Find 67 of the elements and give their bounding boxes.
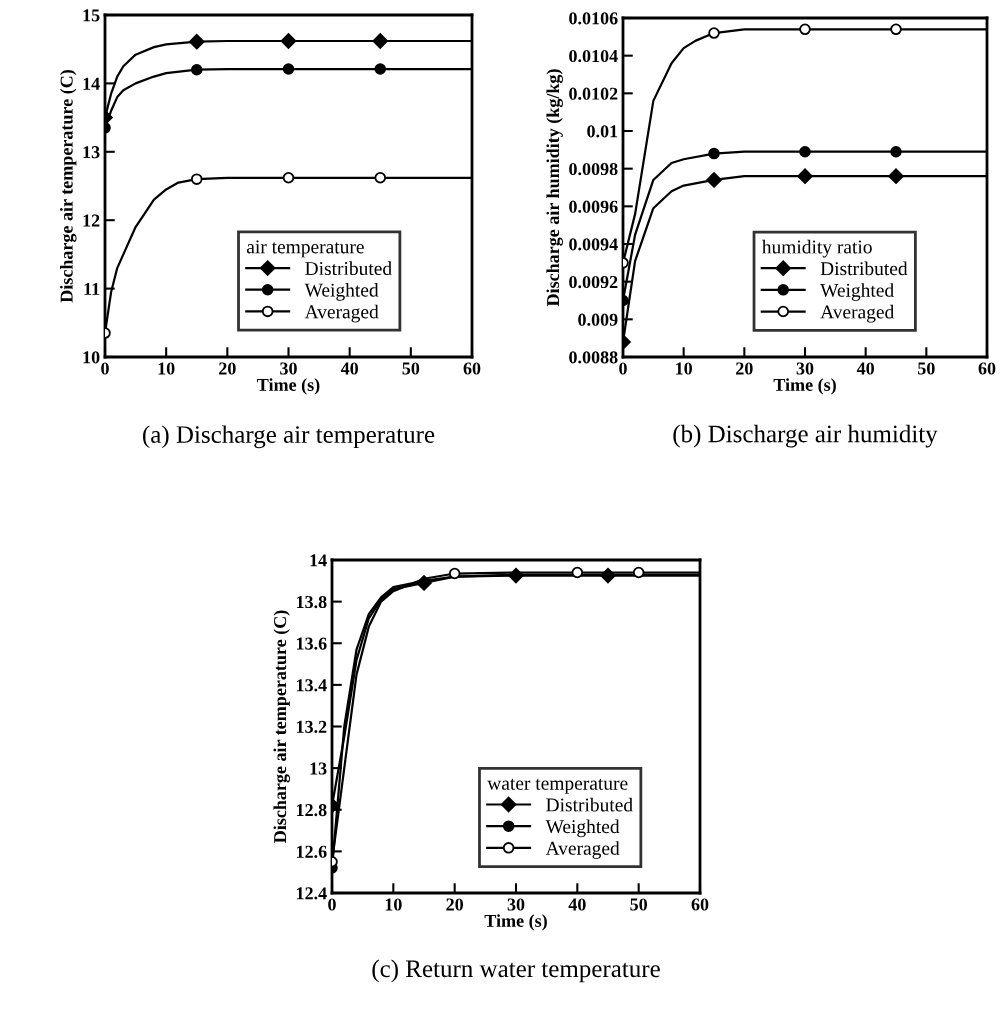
y-tick-label: 13.6	[296, 637, 327, 650]
y-axis-title: Discharge air humidity (kg/kg)	[546, 69, 563, 307]
text: (b) Discharge air humidity	[673, 424, 938, 448]
y-tick-label: 13	[310, 762, 327, 775]
x-tick-label: 30	[507, 898, 525, 911]
y-tick-label: 0.0102	[569, 87, 618, 100]
legend-label: Averaged	[820, 304, 895, 323]
y-tick-label: 0.0094	[569, 238, 618, 251]
y-tick-label: 14	[310, 554, 327, 567]
x-tick-label: 30	[796, 362, 814, 375]
x-tick-label: 50	[630, 898, 648, 911]
y-tick-label: 12.4	[296, 887, 327, 900]
y-axis-title: Discharge air temperature (C)	[273, 610, 290, 843]
y-tick-label: 0.0088	[569, 351, 618, 364]
x-tick-label: 20	[736, 362, 753, 375]
y-tick-label: 11	[84, 282, 100, 295]
y-tick-label: 13.8	[296, 595, 327, 609]
legend-label: Weighted	[820, 283, 894, 301]
x-tick-label: 40	[340, 362, 359, 375]
y-tick-label: 12.6	[296, 845, 327, 858]
x-tick-label: 60	[691, 898, 709, 911]
y-tick-label: 14	[83, 77, 100, 90]
text: (a) Discharge air temperature	[143, 425, 435, 449]
legend-title: air temperature	[246, 240, 364, 258]
x-tick-label: 50	[402, 362, 420, 375]
legend-label: Averaged	[545, 841, 620, 859]
x-axis-title: Time (s)	[773, 378, 836, 395]
x-tick-label: 40	[568, 898, 586, 911]
y-tick-label: 0.01	[587, 125, 618, 138]
y-tick-label: 12	[83, 214, 100, 227]
x-tick-label: 10	[158, 362, 175, 375]
x-tick-label: 10	[385, 898, 402, 911]
x-tick-label: 0	[619, 362, 627, 375]
text: (c) Return water temperature	[372, 959, 660, 983]
x-tick-label: 10	[676, 362, 693, 375]
y-tick-label: 12.8	[296, 804, 327, 817]
legend-title: water temperature	[487, 778, 628, 794]
y-tick-label: 0.0106	[569, 12, 618, 25]
x-tick-label: 60	[463, 362, 481, 375]
legend-label: Averaged	[304, 304, 379, 323]
x-tick-label: 20	[446, 898, 464, 911]
y-tick-label: 0.0096	[569, 200, 618, 213]
legend-label: Weighted	[304, 283, 379, 301]
legend-label: Weighted	[545, 819, 620, 838]
x-tick-label: 0	[101, 362, 109, 375]
y-axis-title: Discharge air temperature (C)	[60, 70, 77, 303]
legend-label: Distributed	[546, 797, 633, 812]
y-tick-label: 13.4	[296, 679, 327, 692]
y-tick-label: 0.0098	[569, 162, 618, 176]
x-axis-title: Time (s)	[484, 914, 547, 931]
y-tick-label: 0.0104	[569, 49, 618, 63]
y-tick-label: 0.009	[578, 313, 618, 326]
x-tick-label: 30	[280, 362, 297, 375]
x-tick-label: 0	[328, 898, 336, 911]
legend-label: Distributed	[820, 261, 908, 276]
y-tick-label: 15	[83, 9, 100, 22]
x-tick-label: 50	[918, 362, 935, 375]
y-tick-label: 13.2	[296, 720, 327, 734]
x-tick-label: 40	[856, 362, 875, 375]
legend-label: Distributed	[305, 261, 392, 276]
y-tick-label: 0.0092	[569, 275, 618, 289]
y-tick-label: 10	[83, 351, 100, 364]
x-axis-title: Time (s)	[257, 378, 320, 395]
legend-title: humidity ratio	[761, 239, 872, 258]
x-tick-label: 20	[219, 362, 236, 375]
x-tick-label: 60	[978, 362, 996, 375]
y-tick-label: 13	[83, 146, 100, 159]
